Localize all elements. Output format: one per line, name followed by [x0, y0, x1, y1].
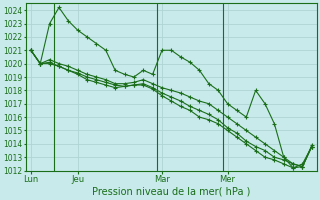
X-axis label: Pression niveau de la mer( hPa ): Pression niveau de la mer( hPa ): [92, 187, 251, 197]
